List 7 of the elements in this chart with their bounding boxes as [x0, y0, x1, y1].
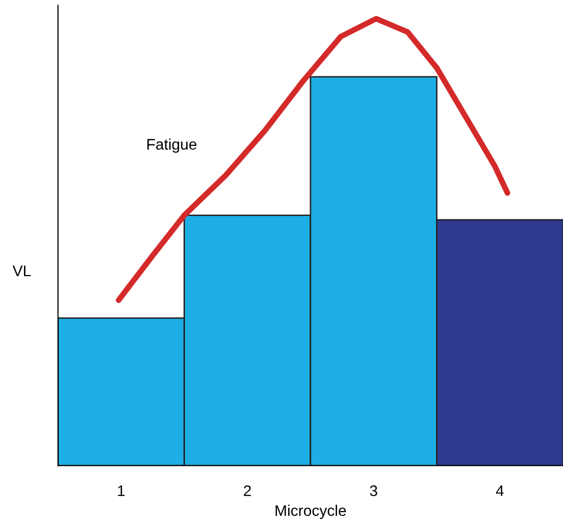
x-tick-label: 3 [370, 485, 378, 496]
y-axis-title: VL [12, 266, 31, 276]
x-tick-label: 1 [118, 486, 125, 496]
x-tick-label: 2 [244, 485, 251, 496]
x-tick-label: 4 [496, 486, 504, 496]
x-axis-title: Microcycle [276, 504, 346, 520]
text: Fatigue [147, 138, 196, 153]
